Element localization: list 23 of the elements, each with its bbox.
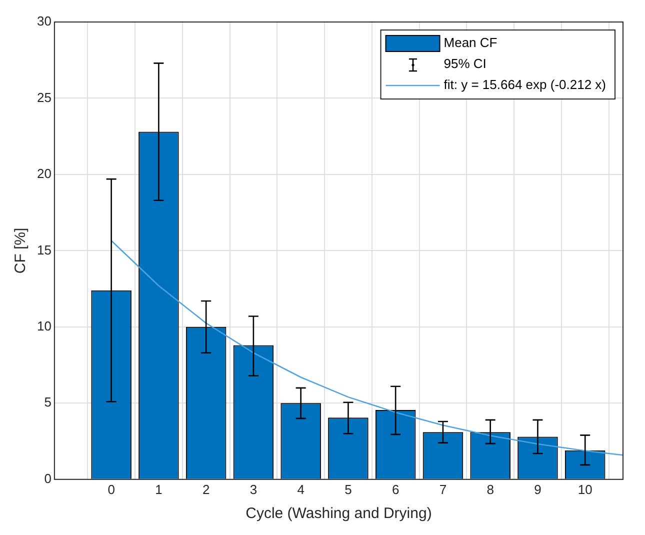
y-tick-label: 10 xyxy=(36,318,52,334)
legend-label: fit: y = 15.664 exp (-0.212 x) xyxy=(444,77,606,92)
x-tick-label: 2 xyxy=(202,482,210,497)
legend-label: Mean CF xyxy=(444,35,498,50)
x-tick-label: 7 xyxy=(439,482,447,497)
x-tick-label: 8 xyxy=(486,482,494,497)
y-tick-label: 25 xyxy=(36,90,52,105)
annotation: 95% CI xyxy=(444,56,486,72)
x-tick-label: 6 xyxy=(392,482,400,497)
x-tick-label: 1 xyxy=(155,482,162,497)
x-tick-label: 5 xyxy=(344,482,352,497)
x-tick-label: 9 xyxy=(534,482,542,497)
x-tick-label: 4 xyxy=(297,482,304,497)
x-tick-label: 10 xyxy=(578,482,592,497)
y-axis-title: CF [%] xyxy=(12,228,30,274)
x-tick-label: 0 xyxy=(108,482,115,497)
y-tick-label: 30 xyxy=(36,14,52,29)
y-tick-label: 20 xyxy=(36,166,52,182)
y-tick-label: 15 xyxy=(36,242,52,258)
x-axis-title: Cycle (Washing and Drying) xyxy=(246,505,432,522)
y-tick-label: 0 xyxy=(44,470,52,486)
x-tick-label: 3 xyxy=(250,482,258,497)
y-tick-label: 5 xyxy=(44,394,52,410)
